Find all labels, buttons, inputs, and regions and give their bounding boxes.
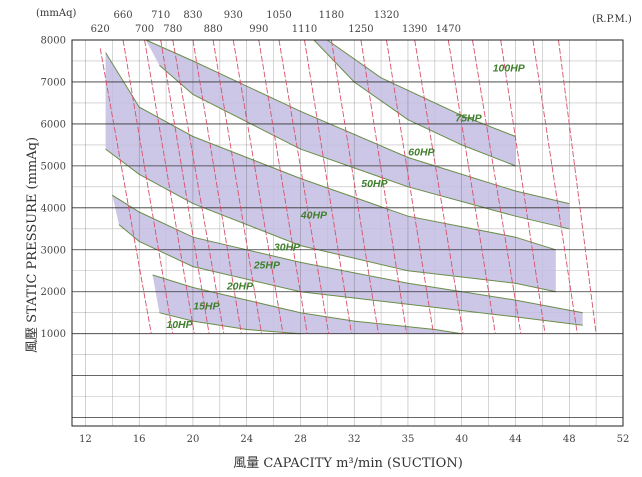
rpm-label: 880 <box>204 24 223 35</box>
rpm-label: 710 <box>151 10 170 21</box>
y-axis-title: 風壓 STATIC PRESSURE (mmAq) <box>25 137 40 353</box>
hp-band-upper-edge <box>105 52 556 251</box>
x-tick-label: 24 <box>240 434 253 445</box>
hp-band-lower-edge <box>159 312 301 335</box>
y-tick-label: 3000 <box>41 245 66 256</box>
x-tick-labels: 12 16 20 24 28 32 35 40 44 48 52 <box>79 434 629 445</box>
rpm-label: 1320 <box>374 10 399 21</box>
rpm-line-1110 <box>304 39 352 334</box>
rpm-label: 780 <box>163 24 182 35</box>
rpm-label: 1050 <box>266 10 291 21</box>
hp-bands <box>105 39 583 335</box>
x-tick-label: 52 <box>617 434 630 445</box>
hp-labels: 100HP 75HP 60HP 50HP 40HP 30HP 25HP 20HP 15HP10H… <box>166 62 525 330</box>
rpm-label: 620 <box>91 24 110 35</box>
rpm-label: 990 <box>249 24 268 35</box>
hp-band-upper-edge <box>327 39 516 137</box>
x-tick-label: 16 <box>133 434 146 445</box>
hp-label: 20HP <box>226 281 254 293</box>
rpm-line-1180 <box>330 39 379 334</box>
rpm-line-710 <box>160 39 210 334</box>
rpm-line <box>532 39 578 334</box>
rpm-label: 1470 <box>436 24 461 35</box>
rpm-line-930 <box>232 39 284 334</box>
rpm-line-1390 <box>414 39 464 334</box>
rpm-line <box>500 39 546 334</box>
rpm-line-990 <box>258 39 308 334</box>
x-tick-label: 40 <box>455 434 468 445</box>
rpm-label: 930 <box>224 10 243 21</box>
rpm-line-780 <box>172 39 225 334</box>
rpm-label: 1180 <box>319 10 344 21</box>
y-tick-label: 2000 <box>41 287 66 298</box>
hp-label: 75HP <box>455 112 482 124</box>
y-tick-label: 6000 <box>41 119 66 130</box>
rpm-line-1320 <box>386 39 434 334</box>
y-tick-labels: 1000 2000 3000 4000 5000 6000 7000 8000 <box>41 36 66 341</box>
rpm-line-1050 <box>278 39 330 334</box>
hp-label: 100HP <box>493 62 526 74</box>
hp-band-upper-edge <box>112 194 583 314</box>
rpm-line-660 <box>122 39 174 334</box>
rpm-line <box>472 39 522 334</box>
rpm-line-880 <box>212 39 262 334</box>
top-unit-right: (R.P.M.) <box>592 14 632 25</box>
x-tick-label: 35 <box>402 434 415 445</box>
rpm-lines <box>99 39 597 334</box>
hp-band-lower-edge <box>159 64 570 230</box>
x-tick-label: 48 <box>563 434 576 445</box>
rpm-label: 660 <box>114 10 133 21</box>
y-tick-label: 4000 <box>41 203 66 214</box>
hp-label: 40HP <box>300 209 328 221</box>
y-tick-label: 7000 <box>41 77 66 88</box>
hp-label: 50HP <box>361 178 388 190</box>
x-tick-label: 12 <box>79 434 92 445</box>
hp-band-upper-edge <box>145 39 570 205</box>
rpm-line-700 <box>144 39 195 334</box>
rpm-line-1250 <box>360 39 408 334</box>
x-tick-label: 20 <box>187 434 200 445</box>
plot-frame <box>71 39 624 427</box>
rpm-label: 700 <box>135 24 154 35</box>
rpm-label: 1110 <box>292 24 317 35</box>
y-tick-label: 5000 <box>41 161 66 172</box>
hp-band-lower-edge <box>313 39 516 167</box>
rpm-label: 1250 <box>348 24 373 35</box>
hp-label: 10HP <box>166 319 193 331</box>
hp-band-3 <box>313 40 516 166</box>
top-unit-left: (mmAq) <box>36 8 76 19</box>
x-tick-label: 28 <box>294 434 307 445</box>
rpm-label: 830 <box>183 10 202 21</box>
hp-label: 60HP <box>408 146 435 158</box>
hp-label: 15HP <box>193 300 220 312</box>
rpm-line-1470 <box>447 39 496 334</box>
rpm-line-830 <box>192 39 242 334</box>
hp-label: 30HP <box>274 242 301 254</box>
rpm-label: 1390 <box>402 24 427 35</box>
rpm-labels: 660 710 830 930 1050 1180 1320 620 700 780 880 990 1… <box>91 10 461 35</box>
hp-band-4 <box>112 195 583 326</box>
x-tick-label: 44 <box>509 434 522 445</box>
y-tick-label: 8000 <box>41 36 66 47</box>
x-axis-title: 風量 CAPACITY m³/min (SUCTION) <box>233 456 463 471</box>
rpm-line-620 <box>99 48 152 334</box>
rpm-line <box>558 39 597 334</box>
y-tick-label: 1000 <box>41 329 66 340</box>
hp-band-2 <box>145 40 570 229</box>
hp-label: 25HP <box>253 260 281 272</box>
hp-band-1 <box>105 52 556 292</box>
hp-band-lower-edge <box>105 148 556 293</box>
x-tick-label: 32 <box>348 434 361 445</box>
hp-band-5 <box>152 275 462 334</box>
hp-band-upper-edge <box>152 274 462 335</box>
